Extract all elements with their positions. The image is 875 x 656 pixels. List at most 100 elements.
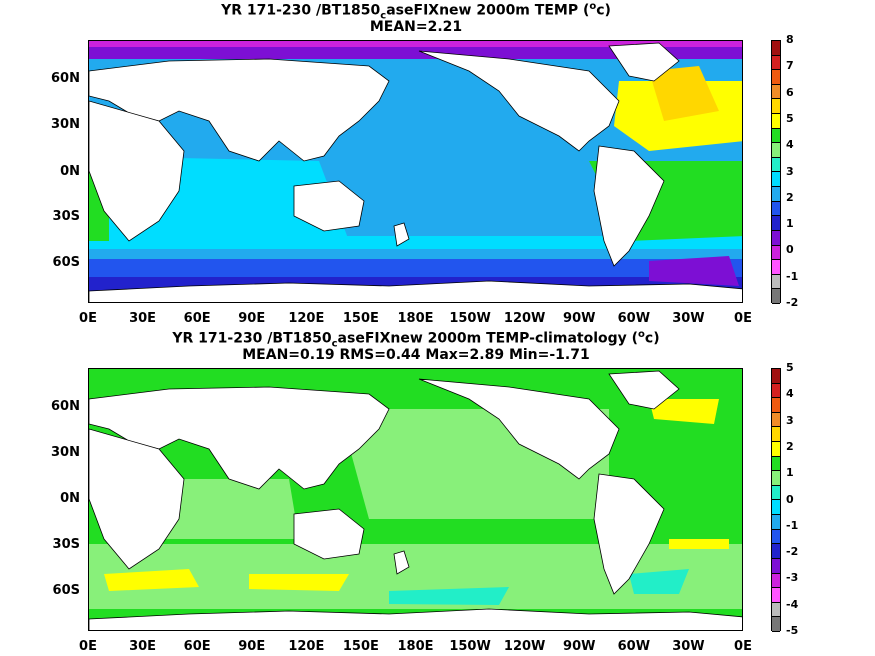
x-tick-label: 150E <box>342 311 379 326</box>
colorbar-segment <box>772 544 780 559</box>
colorbar-label: 5 <box>786 111 794 125</box>
colorbar-label: 5 <box>786 361 794 374</box>
colorbar-segment <box>772 485 780 501</box>
colorbar-label: -3 <box>786 571 799 585</box>
panel1-ylabel-60n: 60N <box>51 71 80 86</box>
x-tick-label: 30W <box>672 639 705 654</box>
x-tick-label: 150W <box>449 639 491 654</box>
x-tick-label: 0E <box>734 311 752 326</box>
colorbar-segment <box>772 442 780 457</box>
colorbar-label: 7 <box>786 59 794 73</box>
colorbar-segment <box>772 201 780 217</box>
x-tick-label: 60E <box>183 311 211 326</box>
x-tick-label: 30E <box>129 311 157 326</box>
colorbar-segment <box>772 230 780 246</box>
colorbar-label: 0 <box>786 492 794 506</box>
colorbar-segment <box>772 260 780 275</box>
colorbar-segment <box>772 427 780 443</box>
colorbar-segment <box>772 398 780 413</box>
colorbar-segment <box>772 99 780 115</box>
panel2-ylabel-30s: 30S <box>52 537 80 552</box>
x-tick-label: 90W <box>563 311 596 326</box>
colorbar-label: -4 <box>786 597 799 611</box>
colorbar-segment <box>772 573 780 589</box>
panel2-ylabel-60s: 60S <box>52 583 80 598</box>
x-tick-label: 0E <box>734 639 752 654</box>
x-tick-label: 120E <box>288 311 325 326</box>
panel2-title: YR 171-230 /BT1850caseFIXnew 2000m TEMP-… <box>172 329 660 350</box>
colorbar-segment <box>772 143 780 158</box>
x-tick-label: 90E <box>238 639 266 654</box>
colorbar-label: -1 <box>786 269 799 283</box>
x-tick-label: 30W <box>672 311 705 326</box>
colorbar-segment <box>772 70 780 85</box>
colorbar-label: 2 <box>786 190 794 204</box>
colorbar-segment <box>772 617 780 632</box>
x-tick-label: 90E <box>238 311 266 326</box>
colorbar-segment <box>772 216 780 231</box>
colorbar-label: 1 <box>786 466 794 480</box>
colorbar-segment <box>772 383 780 399</box>
colorbar-segment <box>772 456 780 472</box>
colorbar-label: -2 <box>786 296 799 309</box>
panel2-ylabel-60n: 60N <box>51 399 80 414</box>
colorbar-segment <box>772 84 780 100</box>
panel2-stats: MEAN=0.19 RMS=0.44 Max=2.89 Min=-1.71 <box>242 347 590 363</box>
colorbar-label: 8 <box>786 33 794 46</box>
panel1-ylabel-30n: 30N <box>51 117 80 132</box>
colorbar-label: 3 <box>786 413 794 427</box>
x-tick-label: 0E <box>79 311 97 326</box>
x-tick-label: 150W <box>449 311 491 326</box>
panel2-map <box>88 368 743 631</box>
colorbar-label: 6 <box>786 85 794 99</box>
colorbar-segment <box>772 172 780 188</box>
colorbar-segment <box>772 128 780 144</box>
colorbar-segment <box>772 515 780 530</box>
colorbar-segment <box>772 369 780 384</box>
colorbar-segment <box>772 55 780 71</box>
colorbar-segment <box>772 588 780 603</box>
x-tick-label: 180E <box>397 639 434 654</box>
x-tick-label: 0E <box>79 639 97 654</box>
colorbar-segment <box>772 157 780 173</box>
x-tick-label: 60E <box>183 639 211 654</box>
panel1-stats: MEAN=2.21 <box>369 19 463 35</box>
colorbar-segment <box>772 289 780 304</box>
colorbar-label: 2 <box>786 439 794 453</box>
x-tick-label: 120W <box>503 639 546 654</box>
colorbar-label: 4 <box>786 138 794 152</box>
x-tick-label: 120E <box>288 639 325 654</box>
panel1-map <box>88 40 743 303</box>
colorbar-segment <box>772 558 780 574</box>
panel2-colorbar <box>771 368 781 632</box>
x-tick-label: 30E <box>129 639 157 654</box>
x-tick-label: 90W <box>563 639 596 654</box>
colorbar-segment <box>772 529 780 545</box>
colorbar-label: 1 <box>786 217 794 231</box>
panel1-ylabel-0n: 0N <box>60 164 80 179</box>
panel1-title: YR 171-230 /BT1850caseFIXnew 2000m TEMP … <box>221 1 611 22</box>
panel2-ylabel-0n: 0N <box>60 491 80 506</box>
colorbar-segment <box>772 602 780 618</box>
colorbar-segment <box>772 471 780 486</box>
colorbar-segment <box>772 500 780 516</box>
colorbar-segment <box>772 412 780 428</box>
colorbar-label: -2 <box>786 545 799 559</box>
colorbar-segment <box>772 187 780 202</box>
colorbar-label: 4 <box>786 387 794 401</box>
colorbar-label: 0 <box>786 243 794 257</box>
x-tick-label: 180E <box>397 311 434 326</box>
colorbar-label: -1 <box>786 518 799 532</box>
colorbar-label: 3 <box>786 164 794 178</box>
panel2-ylabel-30n: 30N <box>51 445 80 460</box>
colorbar-label: -5 <box>786 624 799 637</box>
x-tick-label: 60W <box>617 311 651 326</box>
colorbar-segment <box>772 41 780 56</box>
x-tick-label: 60W <box>617 639 651 654</box>
x-tick-label: 120W <box>503 311 546 326</box>
panel1-ylabel-60s: 60S <box>52 255 80 270</box>
panel1-colorbar <box>771 40 781 304</box>
colorbar-segment <box>772 114 780 129</box>
x-tick-label: 150E <box>342 639 379 654</box>
colorbar-segment <box>772 245 780 261</box>
